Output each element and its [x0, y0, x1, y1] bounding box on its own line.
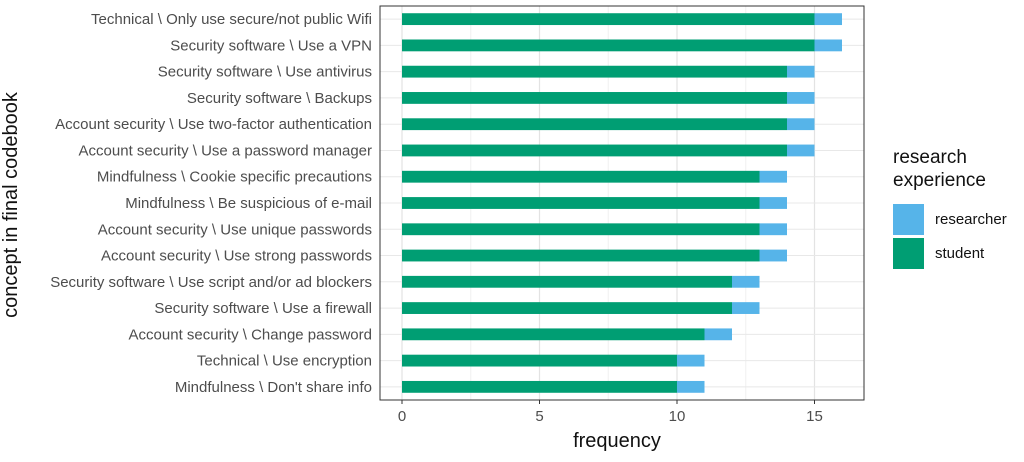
- bar-researcher: [759, 249, 787, 262]
- x-tick-label: 15: [806, 408, 823, 425]
- y-tick-label: Technical \ Use encryption: [197, 353, 372, 370]
- y-tick-label: Account security \ Use unique passwords: [98, 221, 372, 238]
- y-tick-label: Account security \ Change password: [129, 326, 372, 343]
- bar-student: [402, 197, 760, 209]
- bar-student: [402, 144, 787, 157]
- bar-student: [402, 13, 815, 26]
- bars: [402, 13, 842, 393]
- legend-label: student: [935, 244, 985, 262]
- bar-researcher: [787, 65, 815, 78]
- bar-researcher: [677, 380, 705, 393]
- bar-student: [402, 65, 787, 78]
- bar-student: [402, 328, 705, 341]
- bar-researcher: [759, 223, 787, 236]
- legend-item-student: student: [893, 236, 1023, 270]
- bar-student: [402, 92, 787, 104]
- bar-student: [402, 354, 677, 367]
- y-tick-label: Account security \ Use a password manage…: [79, 142, 372, 159]
- y-tick-label: Account security \ Use two-factor authen…: [55, 116, 372, 133]
- bar-student: [402, 302, 732, 314]
- bar-researcher: [677, 354, 705, 367]
- y-axis-title: concept in final codebook: [0, 91, 22, 318]
- x-axis-title: frequency: [573, 430, 661, 452]
- y-tick-label: Security software \ Backups: [187, 90, 372, 107]
- bar-researcher: [759, 197, 787, 209]
- bar-student: [402, 249, 760, 262]
- bar-researcher: [787, 144, 815, 157]
- legend-item-researcher: researcher: [893, 202, 1023, 236]
- y-tick-label: Account security \ Use strong passwords: [101, 248, 372, 265]
- bar-researcher: [787, 92, 815, 104]
- legend-title-line-1: research: [893, 147, 967, 168]
- plot-panel-border: [379, 5, 865, 401]
- bar-researcher: [814, 13, 842, 26]
- legend-label: researcher: [935, 210, 1007, 228]
- bar-student: [402, 118, 787, 131]
- y-tick-label: Security software \ Use script and/or ad…: [50, 274, 372, 291]
- legend: research experience researcher student: [893, 146, 1023, 270]
- bar-researcher: [787, 118, 815, 131]
- y-axis-tick-labels: Technical \ Only use secure/not public W…: [50, 11, 372, 396]
- y-tick-label: Security software \ Use a VPN: [170, 37, 372, 54]
- bar-student: [402, 275, 732, 288]
- x-tick-label: 0: [398, 408, 406, 425]
- legend-title: research experience: [893, 146, 1023, 192]
- y-tick-label: Mindfulness \ Be suspicious of e-mail: [125, 195, 372, 212]
- bar-researcher: [732, 302, 760, 314]
- y-tick-label: Mindfulness \ Don't share info: [175, 379, 372, 396]
- bar-researcher: [732, 275, 760, 288]
- y-tick-label: Security software \ Use antivirus: [158, 64, 372, 81]
- x-tick-label: 5: [535, 408, 543, 425]
- bar-student: [402, 170, 760, 183]
- y-tick-label: Technical \ Only use secure/not public W…: [91, 11, 372, 28]
- bar-researcher: [814, 39, 842, 52]
- bar-student: [402, 223, 760, 236]
- x-tick-label: 10: [669, 408, 686, 425]
- legend-swatch-researcher: [893, 203, 924, 235]
- bar-student: [402, 39, 815, 52]
- bar-student: [402, 380, 677, 393]
- bar-researcher: [704, 328, 732, 341]
- bar-researcher: [759, 170, 787, 183]
- legend-swatch-student: [893, 237, 924, 269]
- legend-title-line-2: experience: [893, 170, 986, 191]
- x-axis-tick-labels: 0 5 10 15: [398, 400, 823, 425]
- y-tick-label: Security software \ Use a firewall: [154, 300, 372, 317]
- y-tick-label: Mindfulness \ Cookie specific precaution…: [97, 169, 372, 186]
